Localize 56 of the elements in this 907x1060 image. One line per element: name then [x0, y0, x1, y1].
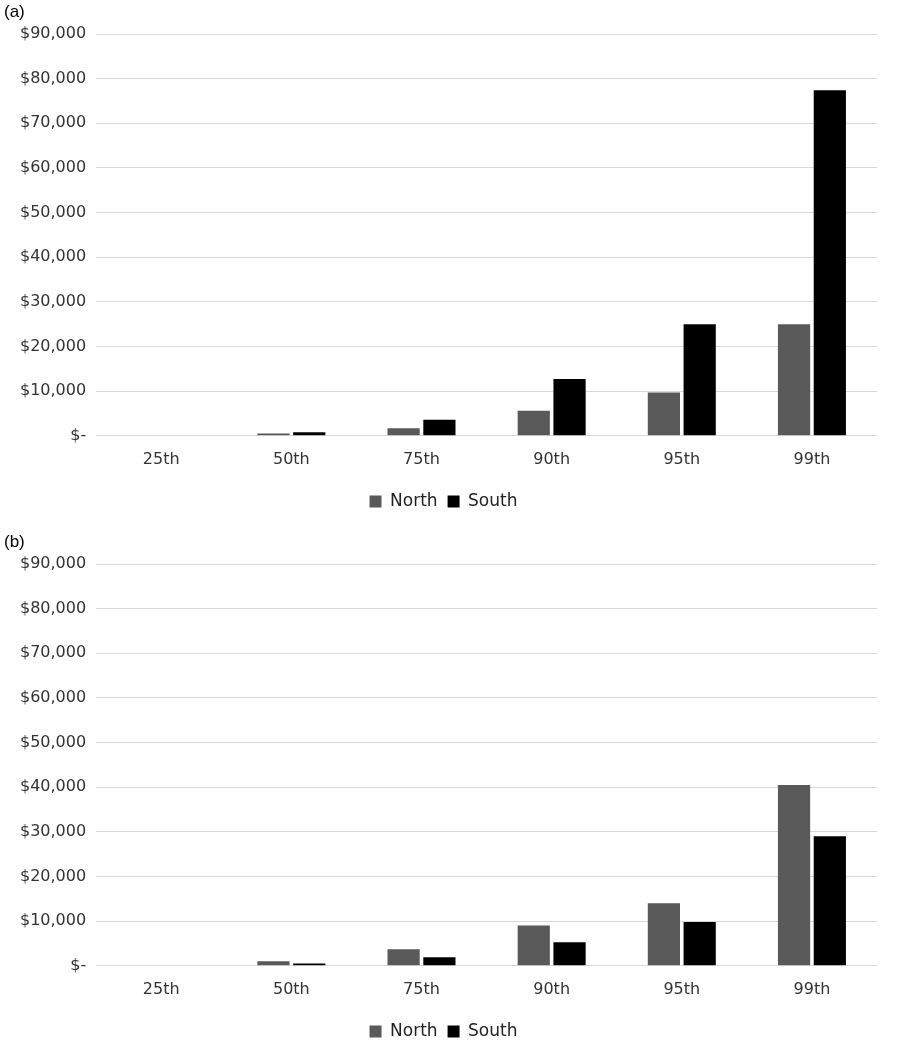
bar: [517, 410, 550, 436]
x-tick-label: 95th: [663, 448, 701, 468]
x-tick-label: 25th: [142, 448, 180, 468]
bar: [813, 90, 846, 436]
y-tick-label: $40,000: [19, 776, 87, 796]
x-tick-label: 90th: [533, 978, 571, 998]
bar: [257, 961, 290, 966]
y-tick-label: $70,000: [19, 642, 87, 662]
y-tick-label: $20,000: [19, 335, 87, 355]
y-tick-label: $-: [70, 424, 87, 444]
x-tick-label: 75th: [403, 448, 440, 468]
x-tick-label: 99th: [793, 978, 831, 998]
y-tick-label: $90,000: [19, 553, 87, 573]
x-tick-label: 90th: [533, 448, 571, 468]
y-tick-label: $70,000: [19, 112, 87, 132]
x-tick-label: 50th: [272, 448, 310, 468]
y-tick-label: $-: [70, 954, 87, 974]
bar: [777, 324, 811, 436]
y-tick-label: $60,000: [19, 157, 87, 177]
bar: [387, 949, 420, 966]
legend-label: North: [390, 489, 438, 510]
x-tick-label: 99th: [793, 448, 831, 468]
x-tick-label: 50th: [272, 978, 310, 998]
y-tick-label: $20,000: [19, 865, 87, 885]
x-tick-label: 75th: [403, 978, 440, 998]
y-tick-label: $30,000: [19, 291, 87, 311]
bar: [387, 428, 420, 436]
y-tick-label: $80,000: [19, 597, 87, 617]
y-tick-label: $50,000: [19, 201, 87, 221]
legend-label: South: [468, 1019, 518, 1040]
bar: [813, 836, 846, 966]
y-tick-label: $40,000: [19, 246, 87, 266]
bar: [683, 324, 716, 436]
bar: [517, 925, 550, 966]
y-tick-label: $60,000: [19, 687, 87, 707]
legend-label: South: [468, 489, 518, 510]
x-tick-label: 95th: [663, 978, 701, 998]
y-tick-label: $50,000: [19, 731, 87, 751]
legend-label: North: [390, 1019, 438, 1040]
bar: [553, 379, 586, 436]
bar: [553, 942, 586, 966]
bar: [647, 903, 680, 966]
y-tick-label: $30,000: [19, 821, 87, 841]
y-tick-label: $10,000: [19, 910, 87, 930]
y-tick-label: $80,000: [19, 67, 87, 87]
bar: [683, 922, 716, 966]
bar: [777, 784, 811, 966]
bar: [423, 957, 456, 966]
y-tick-label: $90,000: [19, 23, 87, 43]
x-tick-label: 25th: [142, 978, 180, 998]
bar: [423, 419, 456, 436]
y-tick-label: $10,000: [19, 380, 87, 400]
chart-title: (a): [4, 2, 25, 22]
chart-title: (b): [4, 532, 25, 552]
bar: [647, 392, 680, 436]
bar: [293, 432, 326, 436]
